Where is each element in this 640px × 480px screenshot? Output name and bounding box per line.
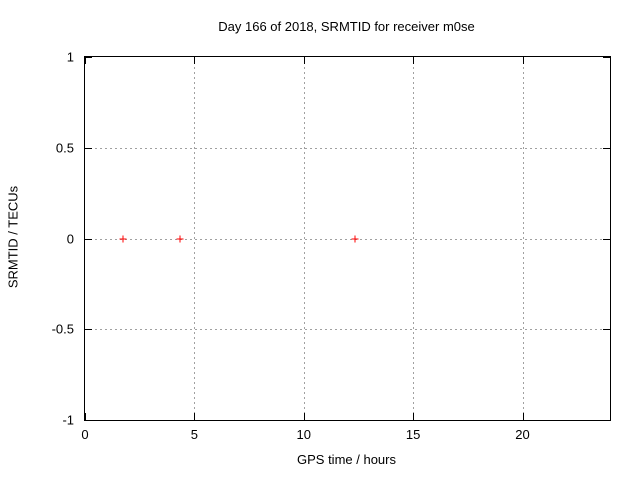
y-tick-label: -1: [62, 412, 74, 428]
x-tick-label: 20: [515, 427, 530, 442]
y-tick-label: 1: [66, 49, 74, 65]
y-tick-label: 0.5: [55, 140, 74, 156]
y-tick-mark: [603, 420, 610, 421]
y-tick-mark: [85, 329, 92, 331]
horizontal-gridline: [85, 238, 610, 240]
x-tick-mark: [85, 413, 86, 420]
x-tick-mark: [303, 413, 305, 420]
plot-area: [84, 56, 611, 421]
y-tick-mark: [603, 147, 610, 149]
y-tick-mark: [603, 329, 610, 331]
x-tick-mark: [194, 57, 196, 64]
y-axis-label: SRMTID / TECUs: [5, 185, 21, 289]
x-tick-mark: [194, 413, 196, 420]
x-tick-mark: [522, 57, 524, 64]
y-tick-mark: [603, 238, 610, 240]
y-tick-mark: [85, 420, 92, 421]
y-tick-mark: [85, 238, 92, 240]
y-tick-label: 0: [66, 231, 74, 246]
x-tick-mark: [522, 413, 524, 420]
horizontal-gridline: [85, 329, 610, 331]
x-tick-label: 15: [405, 427, 421, 442]
x-tick-label: 0: [81, 427, 89, 442]
x-tick-label: 5: [190, 427, 198, 442]
y-tick-label: -0.5: [51, 321, 74, 337]
data-point-marker: [351, 235, 359, 243]
x-tick-mark: [413, 57, 415, 64]
data-point-marker: [176, 235, 184, 243]
y-tick-mark: [603, 57, 610, 58]
y-tick-mark: [85, 57, 92, 58]
x-tick-mark: [85, 57, 86, 64]
data-point-marker: [119, 235, 127, 243]
x-tick-mark: [303, 57, 305, 64]
x-axis-label: GPS time / hours: [297, 452, 396, 467]
x-tick-label: 10: [296, 427, 311, 442]
chart-title: Day 166 of 2018, SRMTID for receiver m0s…: [218, 19, 475, 34]
horizontal-gridline: [85, 147, 610, 149]
y-tick-mark: [85, 147, 92, 149]
x-tick-mark: [413, 413, 415, 420]
